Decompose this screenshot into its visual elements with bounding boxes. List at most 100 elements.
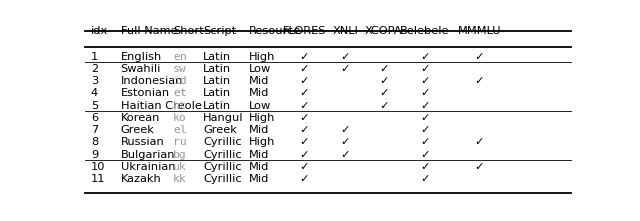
- Text: Mid: Mid: [249, 162, 269, 172]
- Text: Short: Short: [173, 26, 204, 36]
- Text: ✓: ✓: [340, 64, 350, 74]
- Text: FLORES: FLORES: [282, 26, 326, 36]
- Text: 1: 1: [91, 52, 98, 62]
- Text: bg: bg: [173, 150, 187, 160]
- Text: ✓: ✓: [379, 101, 388, 111]
- Text: Latin: Latin: [203, 88, 231, 99]
- Text: ✓: ✓: [474, 76, 484, 86]
- Text: ✓: ✓: [420, 76, 429, 86]
- Text: ✓: ✓: [300, 64, 309, 74]
- Text: ✓: ✓: [300, 52, 309, 62]
- Text: Belebele: Belebele: [400, 26, 449, 36]
- Text: 8: 8: [91, 137, 98, 147]
- Text: uk: uk: [173, 162, 187, 172]
- Text: Estonian: Estonian: [121, 88, 170, 99]
- Text: High: High: [249, 113, 275, 123]
- Text: et: et: [173, 88, 187, 99]
- Text: Kazakh: Kazakh: [121, 174, 161, 184]
- Text: Cyrillic: Cyrillic: [203, 150, 242, 160]
- Text: XCOPA: XCOPA: [365, 26, 403, 36]
- Text: XNLI: XNLI: [332, 26, 358, 36]
- Text: Latin: Latin: [203, 52, 231, 62]
- Text: 3: 3: [91, 76, 98, 86]
- Text: Cyrillic: Cyrillic: [203, 137, 242, 147]
- Text: kk: kk: [173, 174, 187, 184]
- Text: Mid: Mid: [249, 174, 269, 184]
- Text: ✓: ✓: [300, 174, 309, 184]
- Text: Mid: Mid: [249, 76, 269, 86]
- Text: ✓: ✓: [379, 88, 388, 99]
- Text: ✓: ✓: [420, 125, 429, 135]
- Text: ✓: ✓: [300, 76, 309, 86]
- Text: Russian: Russian: [121, 137, 164, 147]
- Text: ✓: ✓: [420, 64, 429, 74]
- Text: High: High: [249, 137, 275, 147]
- Text: Script: Script: [203, 26, 236, 36]
- Text: Resource: Resource: [249, 26, 301, 36]
- Text: idx: idx: [91, 26, 108, 36]
- Text: ✓: ✓: [420, 101, 429, 111]
- Text: 7: 7: [91, 125, 98, 135]
- Text: Latin: Latin: [203, 76, 231, 86]
- Text: ✓: ✓: [474, 137, 484, 147]
- Text: ✓: ✓: [300, 113, 309, 123]
- Text: en: en: [173, 52, 187, 62]
- Text: Latin: Latin: [203, 64, 231, 74]
- Text: Swahili: Swahili: [121, 64, 161, 74]
- Text: ✓: ✓: [379, 76, 388, 86]
- Text: ko: ko: [173, 113, 187, 123]
- Text: ✓: ✓: [420, 137, 429, 147]
- Text: ✓: ✓: [420, 174, 429, 184]
- Text: 4: 4: [91, 88, 98, 99]
- Text: ✓: ✓: [340, 150, 350, 160]
- Text: ru: ru: [173, 137, 187, 147]
- Text: 2: 2: [91, 64, 98, 74]
- Text: Haitian Creole: Haitian Creole: [121, 101, 202, 111]
- Text: el: el: [173, 125, 187, 135]
- Text: English: English: [121, 52, 162, 62]
- Text: Greek: Greek: [203, 125, 237, 135]
- Text: 6: 6: [91, 113, 98, 123]
- Text: Mid: Mid: [249, 88, 269, 99]
- Text: ✓: ✓: [340, 52, 350, 62]
- Text: Low: Low: [249, 64, 271, 74]
- Text: ✓: ✓: [420, 88, 429, 99]
- Text: ✓: ✓: [420, 113, 429, 123]
- Text: Greek: Greek: [121, 125, 154, 135]
- Text: MMMLU: MMMLU: [458, 26, 501, 36]
- Text: Indonesian: Indonesian: [121, 76, 183, 86]
- Text: 10: 10: [91, 162, 106, 172]
- Text: ✓: ✓: [420, 52, 429, 62]
- Text: ✓: ✓: [379, 64, 388, 74]
- Text: Low: Low: [249, 101, 271, 111]
- Text: High: High: [249, 52, 275, 62]
- Text: Hangul: Hangul: [203, 113, 243, 123]
- Text: ✓: ✓: [420, 150, 429, 160]
- Text: 9: 9: [91, 150, 98, 160]
- Text: Cyrillic: Cyrillic: [203, 162, 242, 172]
- Text: ✓: ✓: [300, 162, 309, 172]
- Text: Full Name: Full Name: [121, 26, 177, 36]
- Text: 5: 5: [91, 101, 98, 111]
- Text: Korean: Korean: [121, 113, 160, 123]
- Text: ✓: ✓: [340, 125, 350, 135]
- Text: Mid: Mid: [249, 125, 269, 135]
- Text: Latin: Latin: [203, 101, 231, 111]
- Text: ✓: ✓: [300, 101, 309, 111]
- Text: id: id: [173, 76, 187, 86]
- Text: ✓: ✓: [474, 52, 484, 62]
- Text: Ukrainian: Ukrainian: [121, 162, 175, 172]
- Text: Cyrillic: Cyrillic: [203, 174, 242, 184]
- Text: ht: ht: [173, 101, 187, 111]
- Text: ✓: ✓: [300, 125, 309, 135]
- Text: ✓: ✓: [300, 137, 309, 147]
- Text: sw: sw: [173, 64, 187, 74]
- Text: Mid: Mid: [249, 150, 269, 160]
- Text: ✓: ✓: [300, 150, 309, 160]
- Text: ✓: ✓: [420, 162, 429, 172]
- Text: ✓: ✓: [474, 162, 484, 172]
- Text: ✓: ✓: [340, 137, 350, 147]
- Text: 11: 11: [91, 174, 106, 184]
- Text: ✓: ✓: [300, 88, 309, 99]
- Text: Bulgarian: Bulgarian: [121, 150, 175, 160]
